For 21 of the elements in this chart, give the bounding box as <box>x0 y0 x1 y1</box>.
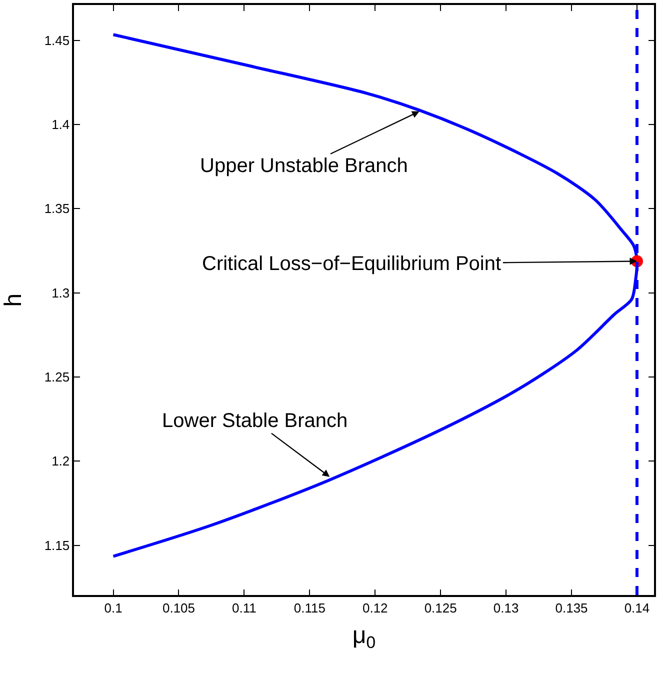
x-tick-label: 0.125 <box>424 600 457 616</box>
y-tick-label: 1.45 <box>44 32 70 48</box>
x-tick-label: 0.14 <box>624 600 650 616</box>
y-tick-label: 1.25 <box>44 370 70 385</box>
x-tick-label: 0.11 <box>232 600 256 616</box>
y-tick-label: 1.15 <box>44 538 70 553</box>
y-axis-title: h <box>0 293 27 307</box>
x-tick-label: 0.12 <box>362 600 388 616</box>
y-tick-label: 1.3 <box>52 285 70 300</box>
annotation: Critical Loss−of−Equilibrium Point <box>202 253 502 275</box>
x-tick-label: 0.105 <box>162 600 196 616</box>
annotation: Upper Unstable Branch <box>200 155 408 177</box>
x-tick-label: 0.13 <box>493 600 519 616</box>
x-axis-title: μ$_{0}$ <box>352 622 376 652</box>
y-tick-label: 1.4 <box>52 117 70 132</box>
x-tick-label: 0.115 <box>294 600 326 616</box>
x-tick-label: 0.1 <box>104 600 122 616</box>
annotation: Lower Stable Branch <box>162 410 348 432</box>
x-tick-label: 0.135 <box>555 600 588 616</box>
y-tick-label: 1.2 <box>52 454 70 469</box>
y-tick-label: 1.35 <box>44 201 70 216</box>
